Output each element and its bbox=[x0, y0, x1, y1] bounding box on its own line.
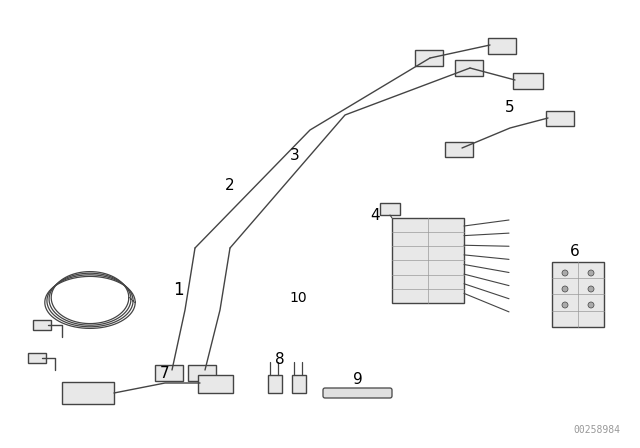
Bar bbox=[155, 365, 183, 381]
Circle shape bbox=[562, 270, 568, 276]
Bar bbox=[268, 375, 282, 393]
Text: 4: 4 bbox=[370, 207, 380, 223]
FancyBboxPatch shape bbox=[323, 388, 392, 398]
Text: 5: 5 bbox=[505, 99, 515, 115]
Bar bbox=[62, 382, 114, 404]
Text: 7: 7 bbox=[160, 366, 170, 380]
Bar bbox=[198, 375, 233, 393]
Bar bbox=[546, 111, 574, 126]
Bar bbox=[415, 50, 443, 66]
Bar bbox=[455, 60, 483, 76]
Text: 00258984: 00258984 bbox=[573, 425, 620, 435]
Bar bbox=[188, 365, 216, 381]
Bar bbox=[513, 73, 543, 89]
Circle shape bbox=[562, 302, 568, 308]
Text: 10: 10 bbox=[289, 291, 307, 305]
Bar bbox=[392, 218, 464, 303]
Text: 6: 6 bbox=[570, 245, 580, 259]
Bar bbox=[292, 375, 306, 393]
Circle shape bbox=[588, 270, 594, 276]
Bar bbox=[445, 142, 473, 157]
Bar bbox=[28, 353, 46, 363]
Text: 3: 3 bbox=[290, 147, 300, 163]
Text: 2: 2 bbox=[225, 177, 235, 193]
Circle shape bbox=[562, 286, 568, 292]
Circle shape bbox=[588, 302, 594, 308]
Bar bbox=[33, 320, 51, 330]
Text: 9: 9 bbox=[353, 372, 363, 388]
Circle shape bbox=[588, 286, 594, 292]
Text: 1: 1 bbox=[173, 281, 183, 299]
Bar bbox=[380, 203, 400, 215]
Bar bbox=[488, 38, 516, 54]
Bar bbox=[552, 262, 604, 327]
Text: 8: 8 bbox=[275, 353, 285, 367]
